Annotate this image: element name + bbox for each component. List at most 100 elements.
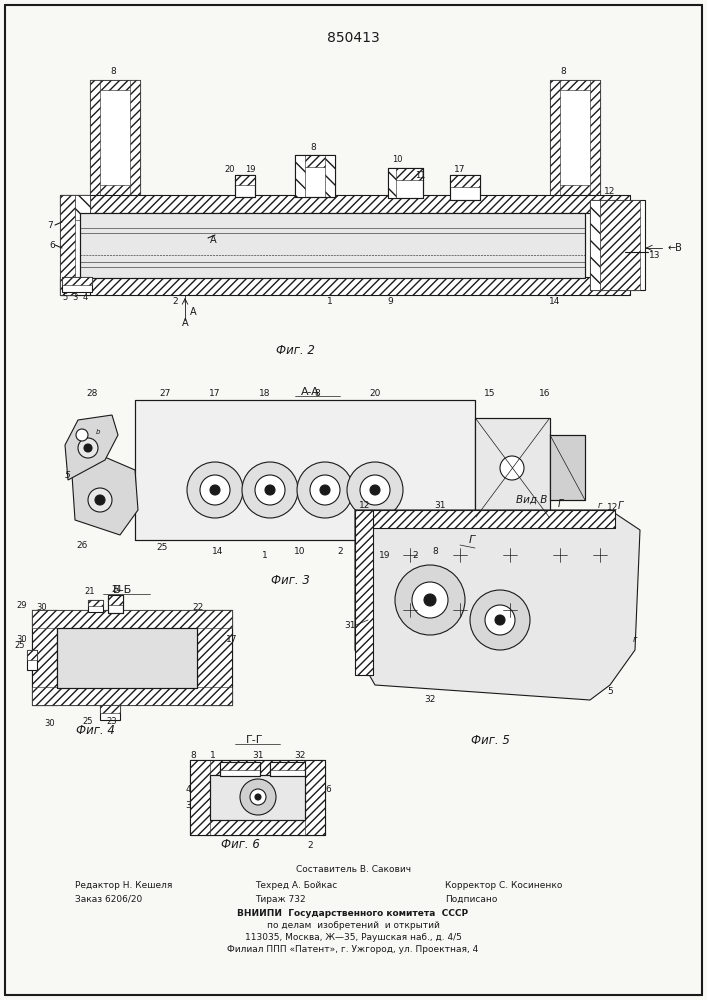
Circle shape: [88, 488, 112, 512]
Text: 25: 25: [156, 544, 168, 552]
Text: 12: 12: [359, 500, 370, 510]
Text: A-A: A-A: [300, 387, 320, 397]
Text: 30: 30: [45, 720, 55, 728]
Circle shape: [84, 444, 92, 452]
Text: 28: 28: [86, 389, 98, 398]
Circle shape: [95, 495, 105, 505]
Bar: [210, 775, 305, 820]
Text: Г-Г: Г-Г: [246, 735, 264, 745]
Bar: [550, 80, 600, 90]
Text: 9: 9: [387, 298, 393, 306]
Circle shape: [78, 438, 98, 458]
Circle shape: [412, 582, 448, 618]
Text: 3: 3: [185, 800, 191, 810]
Text: 8: 8: [432, 548, 438, 556]
Bar: [270, 762, 305, 776]
Bar: [235, 175, 255, 185]
Text: 19: 19: [379, 550, 391, 560]
Bar: [27, 650, 37, 670]
Text: Фиг. 3: Фиг. 3: [271, 574, 310, 586]
Bar: [60, 195, 90, 295]
Bar: [60, 195, 75, 295]
Text: 30: 30: [37, 603, 47, 612]
Polygon shape: [65, 415, 118, 480]
Bar: [57, 628, 197, 688]
Text: 5: 5: [607, 688, 613, 696]
Text: 5: 5: [65, 471, 71, 480]
Bar: [355, 510, 373, 675]
Bar: [550, 185, 600, 195]
Bar: [590, 200, 600, 290]
Text: Редактор Н. Кешеля: Редактор Н. Кешеля: [75, 882, 173, 890]
Circle shape: [495, 615, 505, 625]
Text: b: b: [95, 429, 100, 435]
Bar: [90, 80, 140, 90]
Bar: [355, 510, 373, 675]
Bar: [355, 510, 615, 528]
Bar: [80, 213, 585, 278]
Text: 23: 23: [107, 718, 117, 726]
Bar: [135, 400, 475, 540]
Text: 29: 29: [17, 600, 28, 609]
Bar: [75, 195, 90, 220]
Bar: [190, 820, 325, 835]
Bar: [550, 80, 560, 195]
Bar: [295, 155, 335, 197]
Bar: [32, 610, 57, 705]
Text: 19: 19: [245, 165, 255, 174]
Text: 26: 26: [76, 542, 88, 550]
Circle shape: [370, 485, 380, 495]
Text: 4: 4: [185, 786, 191, 794]
Text: A: A: [182, 318, 188, 328]
Bar: [60, 277, 630, 295]
Text: 8: 8: [310, 143, 316, 152]
Bar: [210, 775, 305, 820]
Text: Филиал ППП «Патент», г. Ужгород, ул. Проектная, 4: Филиал ППП «Патент», г. Ужгород, ул. Про…: [228, 946, 479, 954]
Text: Тираж 732: Тираж 732: [255, 894, 305, 904]
Text: 30: 30: [17, 636, 28, 645]
Circle shape: [255, 794, 261, 800]
Text: 2: 2: [412, 550, 418, 560]
Text: Корректор С. Косиненко: Корректор С. Косиненко: [445, 882, 562, 890]
Bar: [190, 760, 325, 835]
Text: Г: Г: [469, 535, 475, 545]
Text: 2: 2: [337, 548, 343, 556]
Bar: [90, 185, 140, 195]
Bar: [235, 175, 255, 197]
Circle shape: [297, 462, 353, 518]
Text: 113035, Москва, Ж—35, Раушская наб., д. 4/5: 113035, Москва, Ж—35, Раушская наб., д. …: [245, 932, 462, 942]
Bar: [27, 650, 37, 660]
Bar: [220, 762, 260, 776]
Bar: [60, 277, 630, 295]
Bar: [32, 687, 232, 705]
Bar: [197, 610, 232, 705]
Text: 10: 10: [294, 548, 305, 556]
Text: 1: 1: [262, 550, 268, 560]
Bar: [100, 705, 120, 713]
Text: 31: 31: [344, 620, 356, 630]
Bar: [190, 760, 210, 835]
Bar: [190, 760, 325, 775]
Bar: [100, 705, 120, 720]
Bar: [62, 277, 92, 285]
Text: Техред А. Бойкас: Техред А. Бойкас: [255, 882, 337, 890]
Text: 8: 8: [110, 68, 116, 77]
Circle shape: [320, 485, 330, 495]
Bar: [295, 155, 335, 197]
Text: 13: 13: [649, 250, 661, 259]
Text: 12: 12: [607, 504, 619, 512]
Bar: [295, 155, 335, 167]
Bar: [295, 155, 305, 197]
Bar: [90, 80, 100, 195]
Bar: [550, 80, 600, 195]
Bar: [590, 200, 645, 290]
Circle shape: [500, 456, 524, 480]
Bar: [450, 175, 480, 200]
Bar: [475, 418, 550, 518]
Bar: [60, 195, 630, 213]
Bar: [388, 168, 423, 198]
Text: 5: 5: [62, 294, 68, 302]
Text: 24: 24: [112, 585, 122, 594]
Bar: [550, 435, 585, 500]
Text: 7: 7: [47, 221, 53, 230]
